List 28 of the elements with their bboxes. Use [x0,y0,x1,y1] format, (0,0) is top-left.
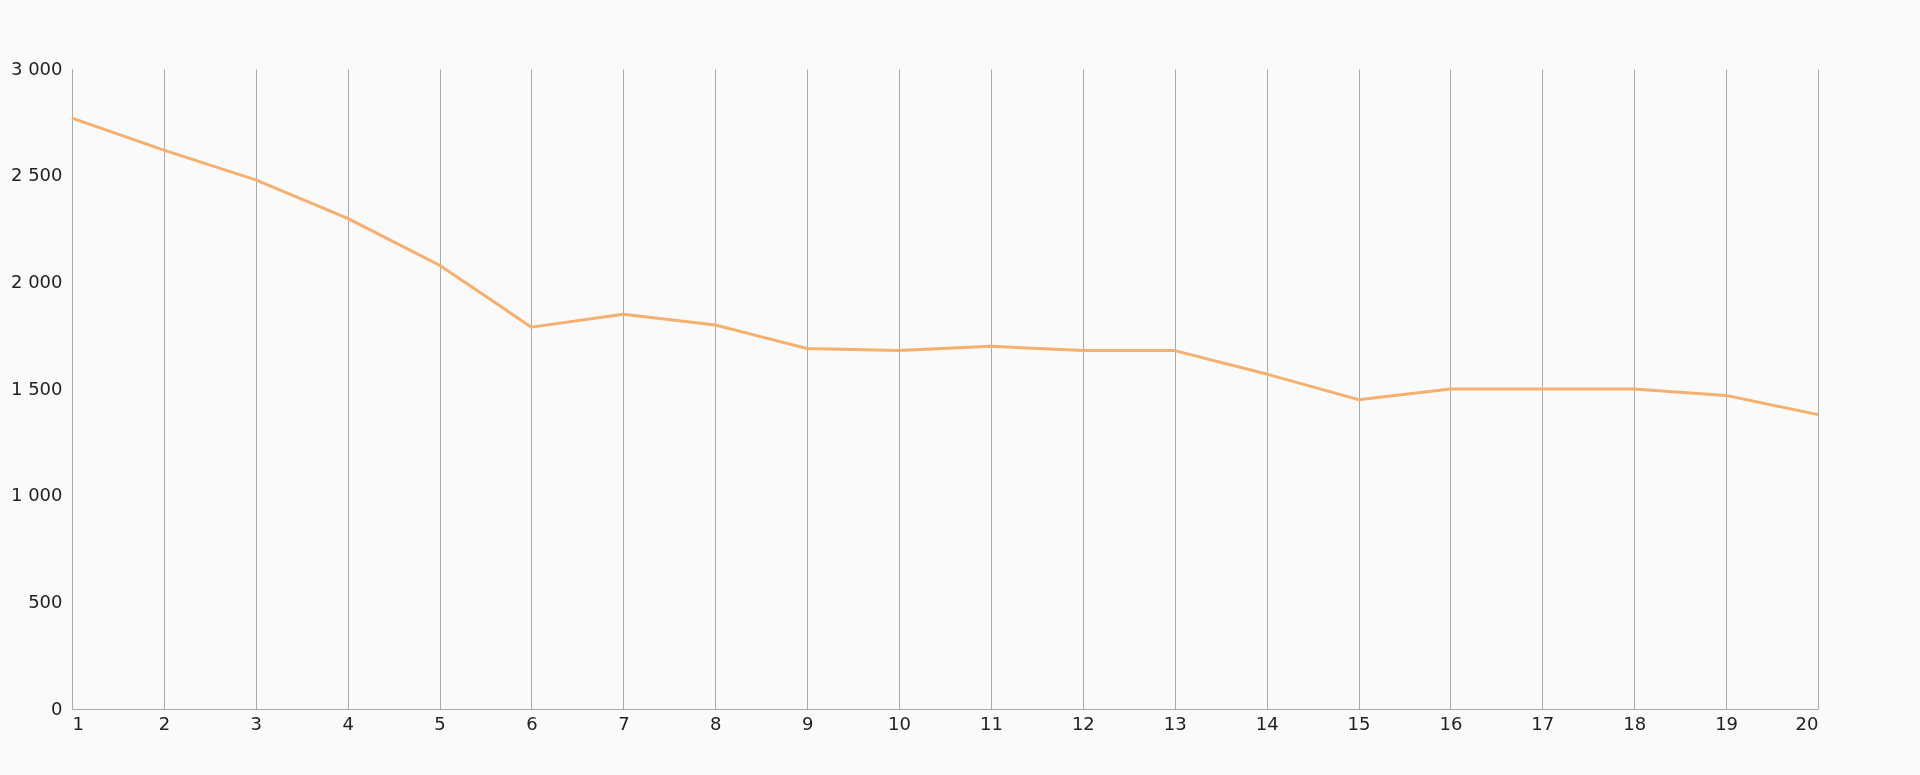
y-tick-label: 3 000 [10,57,63,79]
x-tick-label: 20 [1795,712,1819,734]
x-tick-label: 6 [526,712,538,734]
x-tick-label: 4 [342,712,354,734]
x-tick-label: 5 [434,712,446,734]
y-tick-label: 1 000 [10,484,63,506]
y-tick-label: 2 000 [10,270,63,292]
x-tick-label: 15 [1347,712,1371,734]
y-tick-label: 0 [51,697,63,719]
x-tick-label: 18 [1623,712,1647,734]
x-tick-label: 11 [979,712,1003,734]
x-tick-label: 14 [1255,712,1279,734]
y-tick-label: 2 500 [10,164,63,186]
x-tick-label: 13 [1163,712,1187,734]
x-tick-label: 1 [72,712,84,734]
x-tick-label: 19 [1715,712,1739,734]
y-tick-label: 500 [28,590,63,612]
x-tick-label: 2 [158,712,171,734]
x-tick-label: 8 [710,712,722,734]
x-tick-label: 12 [1071,712,1095,734]
x-tick-label: 17 [1531,712,1555,734]
x-tick-label: 3 [250,712,263,734]
x-tick-label: 7 [618,712,630,734]
line-series [70,116,1820,417]
y-tick-label: 1 500 [10,377,63,399]
x-tick-label: 16 [1439,712,1463,734]
x-tick-label: 9 [801,712,814,734]
x-tick-label: 10 [888,712,912,734]
